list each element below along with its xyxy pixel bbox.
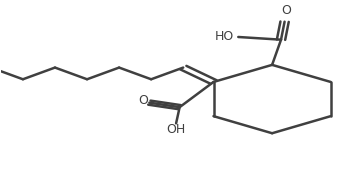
Text: HO: HO: [215, 30, 234, 43]
Text: OH: OH: [167, 123, 186, 136]
Text: O: O: [281, 4, 291, 17]
Text: O: O: [138, 94, 148, 107]
